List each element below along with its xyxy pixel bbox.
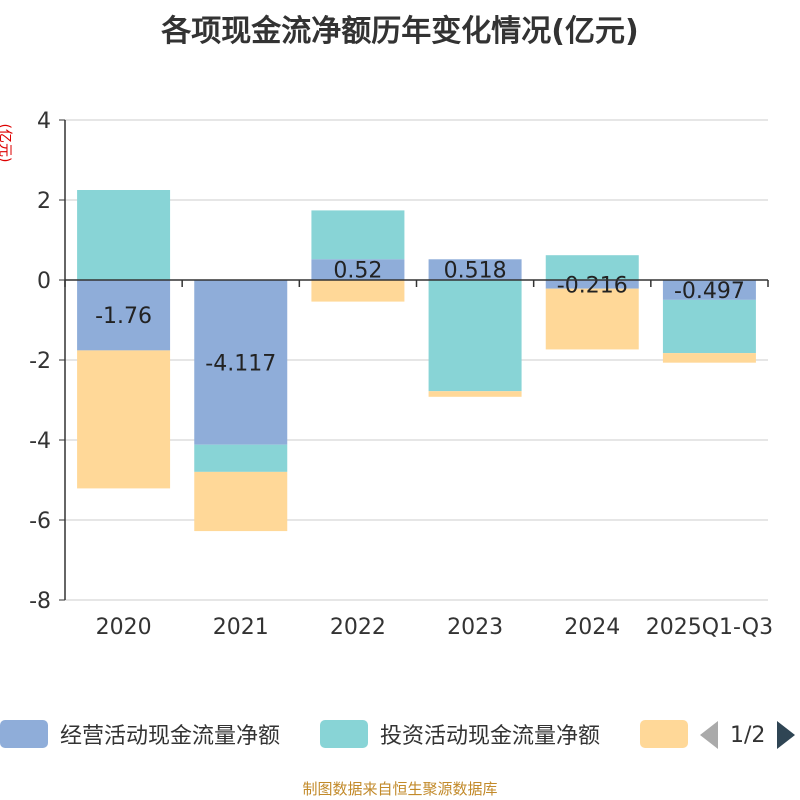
data-label: -1.76: [95, 304, 152, 329]
legend-swatch: [640, 720, 688, 748]
data-label: -4.117: [205, 351, 276, 376]
legend-page-indicator: 1/2: [730, 722, 766, 748]
data-label: -0.216: [557, 273, 628, 298]
bar-2023-series-0: [428, 259, 522, 280]
y-tick-label: 0: [37, 269, 51, 294]
bar-2024-series-0: [545, 280, 639, 289]
bar-2021-series-0: [194, 280, 288, 445]
legend-label: 投资活动现金流量净额: [380, 724, 601, 749]
legend-item-investing[interactable]: 投资活动现金流量净额: [320, 716, 600, 752]
bar-2025Q1-Q3-series-1: [662, 299, 756, 354]
bar-2025Q1-Q3-series-0: [662, 280, 756, 300]
bar-2022-series-0: [311, 259, 405, 280]
y-tick-label: -4: [29, 429, 51, 454]
legend-pager: 1/2: [700, 718, 796, 752]
legend-item-operating[interactable]: 经营活动现金流量净额: [0, 716, 280, 752]
bar-2020-series-2: [77, 350, 171, 489]
y-tick-label: 4: [37, 109, 51, 134]
x-category-label: 2023: [447, 615, 503, 640]
bar-2024-series-1: [545, 255, 639, 280]
legend-swatch: [320, 720, 368, 748]
bar-2023-series-1: [428, 280, 522, 392]
x-category-label: 2022: [330, 615, 386, 640]
x-category-label: 2020: [96, 615, 152, 640]
legend-item-financing[interactable]: [640, 716, 700, 752]
y-tick-label: -2: [29, 349, 51, 374]
bar-2021-series-1: [194, 444, 288, 472]
x-category-label: 2021: [213, 615, 269, 640]
bar-2024-series-2: [545, 288, 639, 350]
legend-label: 经营活动现金流量净额: [60, 724, 281, 749]
bar-2021-series-2: [194, 471, 288, 532]
y-tick-label: -6: [29, 509, 51, 534]
bar-2022-series-1: [311, 210, 405, 260]
chart-plot: 420-2-4-6-8-1.762020-4.11720210.5220220.…: [29, 109, 773, 640]
x-category-label: 2025Q1-Q3: [646, 615, 773, 640]
legend: 经营活动现金流量净额 投资活动现金流量净额: [0, 716, 800, 752]
bar-2022-series-2: [311, 280, 405, 302]
bar-2020-series-1: [77, 190, 171, 280]
chart-title: 各项现金流净额历年变化情况(亿元): [161, 14, 639, 49]
x-category-label: 2024: [564, 615, 620, 640]
data-label: -0.497: [674, 279, 745, 304]
legend-swatch: [0, 720, 48, 748]
data-source-note: 制图数据来自恒生聚源数据库: [302, 780, 498, 798]
bar-2023-series-2: [428, 391, 522, 397]
bar-2020-series-0: [77, 280, 171, 351]
previous-page-icon[interactable]: [700, 721, 718, 749]
next-page-icon[interactable]: [777, 721, 796, 749]
bar-2025Q1-Q3-series-2: [662, 353, 756, 363]
y-tick-label: -8: [29, 589, 51, 614]
y-tick-label: 2: [37, 189, 51, 214]
